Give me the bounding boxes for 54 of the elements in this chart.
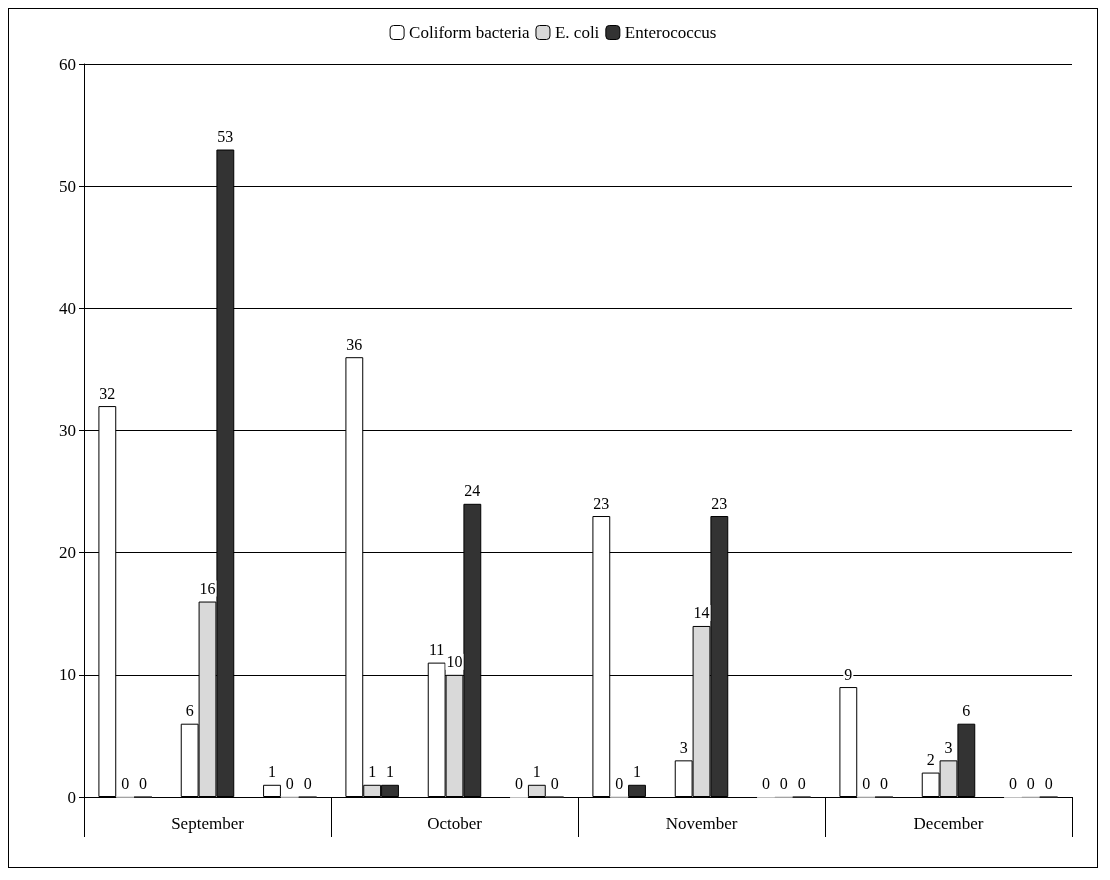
- y-tick-label: 60: [59, 54, 76, 74]
- data-label: 2: [926, 751, 935, 769]
- data-label: 0: [862, 775, 871, 792]
- data-label: 14: [693, 604, 710, 622]
- x-tick-label: December: [913, 814, 984, 833]
- y-tick-label: 30: [59, 421, 76, 440]
- data-label: 3: [679, 738, 688, 756]
- y-tick-label: 20: [59, 543, 76, 563]
- legend-label: Coliform bacteria: [409, 23, 530, 42]
- data-label: 1: [633, 763, 642, 781]
- data-label: 36: [346, 335, 363, 353]
- bar: [628, 784, 646, 797]
- y-tick-label: 10: [59, 665, 76, 685]
- data-label: 0: [550, 775, 559, 792]
- data-label: 9: [844, 665, 853, 683]
- legend-label: Enterococcus: [624, 23, 717, 42]
- data-label: 1: [532, 763, 541, 781]
- data-label: 6: [185, 702, 194, 720]
- data-label: 1: [267, 763, 276, 781]
- data-label: 1: [368, 763, 377, 781]
- data-label: 0: [779, 775, 788, 792]
- bar: [839, 687, 858, 797]
- data-label: 0: [139, 775, 148, 792]
- data-label: 0: [121, 775, 130, 792]
- x-tick-label: September: [171, 814, 245, 833]
- data-label: 16: [199, 580, 216, 598]
- data-label: 24: [464, 482, 481, 500]
- data-label: 6: [962, 702, 971, 720]
- y-tick-label: 0: [67, 787, 76, 807]
- data-label: 0: [1008, 775, 1017, 792]
- legend-label: E. coli: [554, 23, 600, 42]
- bar: [263, 784, 281, 797]
- x-tick-label: October: [427, 814, 483, 833]
- data-label: 0: [1044, 775, 1053, 792]
- data-label: 0: [514, 775, 523, 792]
- x-tick-label: November: [665, 814, 738, 833]
- data-label: 53: [217, 128, 234, 146]
- data-label: 0: [880, 775, 889, 792]
- data-label: 0: [1026, 775, 1035, 792]
- y-tick-label: 50: [59, 176, 76, 196]
- data-label: 10: [446, 653, 463, 671]
- data-label: 23: [711, 494, 728, 512]
- data-label: 23: [593, 494, 610, 512]
- data-label: 3: [944, 738, 953, 756]
- data-label: 0: [615, 775, 624, 792]
- data-label: 32: [99, 384, 116, 402]
- data-label: 0: [797, 775, 806, 792]
- data-label: 0: [285, 775, 294, 792]
- bar: [527, 784, 546, 797]
- data-label: 11: [428, 641, 445, 659]
- data-label: 1: [386, 763, 395, 781]
- y-tick-label: 40: [59, 298, 76, 318]
- data-label: 0: [761, 775, 770, 792]
- data-label: 0: [303, 775, 312, 792]
